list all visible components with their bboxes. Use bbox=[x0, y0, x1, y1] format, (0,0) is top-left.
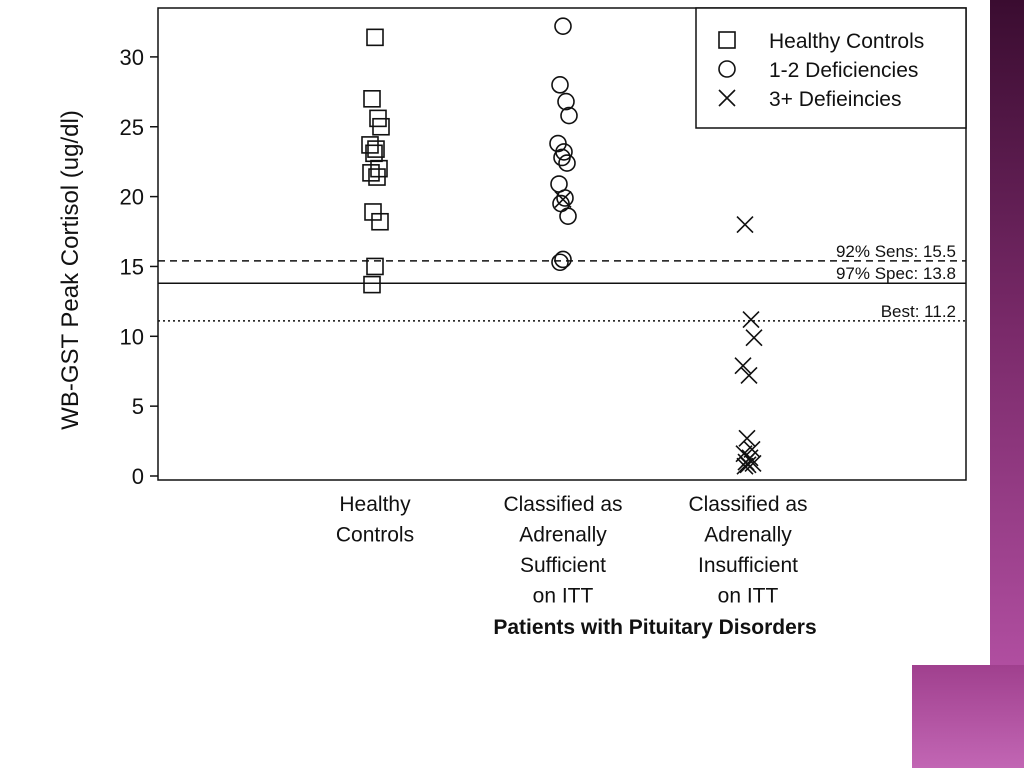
data-point-circle bbox=[556, 189, 574, 207]
x-category-label: Classified as Adrenally Insufficient on ITT bbox=[688, 493, 807, 608]
data-point-x bbox=[736, 215, 754, 234]
legend-marker-circle bbox=[718, 60, 736, 78]
legend-label: 3+ Defieincies bbox=[769, 88, 902, 111]
y-tick-label: 0 bbox=[132, 464, 144, 489]
reference-line-label: 97% Spec: 13.8 bbox=[836, 264, 956, 283]
data-point-circle bbox=[557, 92, 575, 111]
y-axis: 0 5 10 15 20 25 30 bbox=[120, 45, 158, 489]
data-point-x bbox=[736, 457, 754, 475]
x-category-label-line: on ITT bbox=[718, 585, 779, 608]
x-category-label-line: Controls bbox=[336, 524, 414, 547]
data-point-circle bbox=[551, 76, 569, 94]
data-point-square bbox=[367, 140, 385, 158]
legend-box bbox=[695, 7, 967, 129]
x-category-label-line: Classified as bbox=[688, 493, 807, 516]
x-category-label-line: Insufficient bbox=[698, 554, 798, 577]
legend-marker-square bbox=[718, 31, 736, 49]
data-point-square bbox=[364, 203, 382, 221]
data-point-circle bbox=[554, 250, 572, 269]
x-category-label-line: Adrenally bbox=[519, 524, 607, 547]
x-category-label-line: Adrenally bbox=[704, 524, 792, 547]
data-point-square bbox=[371, 212, 389, 231]
y-axis-title: WB-GST Peak Cortisol (ug/dl) bbox=[57, 110, 84, 430]
decorative-side-bar bbox=[990, 0, 1024, 665]
data-point-circle bbox=[551, 253, 569, 272]
x-category-label-line: Healthy bbox=[339, 493, 411, 516]
data-point-x bbox=[738, 429, 756, 447]
x-axis-title: Patients with Pituitary Disorders bbox=[493, 616, 816, 639]
data-point-circle bbox=[559, 207, 577, 225]
data-point-circle bbox=[554, 17, 572, 35]
reference-line-label: 92% Sens: 15.5 bbox=[836, 242, 956, 261]
y-tick-label: 20 bbox=[120, 185, 144, 210]
plot-frame bbox=[157, 7, 967, 481]
y-tick-label: 30 bbox=[120, 45, 144, 70]
data-point-circle bbox=[553, 148, 571, 167]
data-point-square bbox=[372, 117, 390, 136]
data-point-x bbox=[740, 366, 758, 384]
y-tick-label: 25 bbox=[120, 115, 144, 140]
data-point-square bbox=[362, 164, 380, 182]
data-point-x bbox=[734, 357, 752, 375]
data-point-x bbox=[554, 190, 572, 208]
data-point-x bbox=[742, 310, 760, 329]
legend-marker-x bbox=[718, 89, 736, 107]
data-point-square bbox=[363, 90, 381, 108]
legend: Healthy Controls 1-2 Deficiencies 3+ Defie… bbox=[695, 7, 967, 129]
data-point-x bbox=[739, 456, 757, 474]
x-category-label-line: Classified as bbox=[503, 493, 622, 516]
x-category-label: Classified as Adrenally Sufficient on ITT bbox=[503, 493, 622, 608]
x-category-label: Healthy Controls bbox=[336, 493, 414, 547]
data-point-square bbox=[366, 257, 384, 276]
data-point-circle bbox=[558, 154, 576, 172]
data-point-x bbox=[745, 329, 763, 347]
y-tick-label: 15 bbox=[120, 254, 144, 279]
x-category-label-line: on ITT bbox=[533, 585, 594, 608]
reference-line-label: Best: 11.2 bbox=[881, 302, 956, 321]
y-tick-label: 5 bbox=[132, 394, 144, 419]
decorative-corner-block bbox=[912, 665, 1024, 768]
data-point-square bbox=[368, 168, 386, 186]
reference-lines: 92% Sens: 15.5 97% Spec: 13.8 Best: 11.2 bbox=[158, 242, 966, 322]
data-point-square bbox=[366, 28, 384, 47]
y-tick-label: 10 bbox=[120, 324, 144, 349]
x-category-label-line: Sufficient bbox=[520, 554, 606, 577]
x-axis: Healthy Controls Classified as Adrenally Suf… bbox=[336, 493, 808, 608]
data-point-square bbox=[363, 275, 381, 294]
legend-label: 1-2 Deficiencies bbox=[769, 59, 918, 82]
legend-label: Healthy Controls bbox=[769, 30, 924, 53]
data-point-circle bbox=[560, 106, 578, 125]
data-points bbox=[361, 17, 763, 475]
